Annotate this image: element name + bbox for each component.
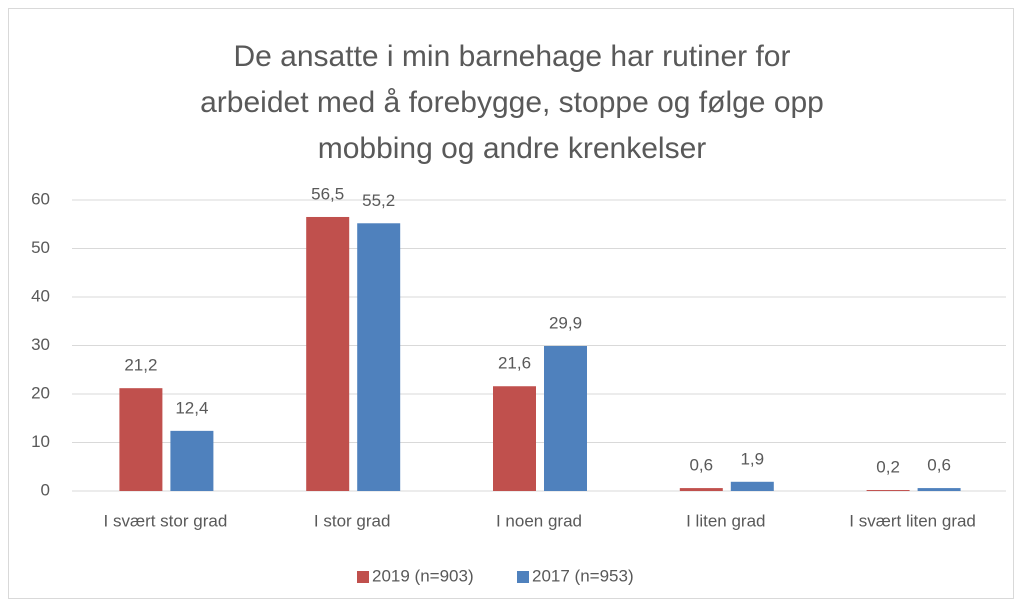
legend-label: 2019 (n=903) (372, 566, 474, 585)
bar (493, 386, 536, 491)
legend-swatch (357, 571, 369, 583)
x-tick-label: I svært liten grad (849, 511, 976, 530)
x-tick-label: I svært stor grad (104, 511, 228, 530)
y-tick-label: 50 (31, 238, 50, 257)
y-tick-label: 0 (41, 480, 50, 499)
legend-swatch (517, 571, 529, 583)
x-tick-label: I stor grad (314, 511, 391, 530)
bar (544, 345, 587, 491)
data-label: 0,6 (927, 456, 951, 475)
bar (917, 488, 961, 491)
y-tick-label: 40 (31, 286, 50, 305)
data-label: 55,2 (362, 191, 395, 210)
data-label: 1,9 (740, 449, 764, 468)
bar (170, 430, 214, 491)
y-tick-label: 60 (31, 189, 50, 208)
x-tick-label: I liten grad (686, 511, 765, 530)
chart-title: De ansatte i min barnehage har rutiner f… (200, 40, 824, 165)
legend-label: 2017 (n=953) (532, 566, 634, 585)
chart-border (8, 8, 1014, 599)
data-label: 12,4 (175, 398, 208, 417)
bar (866, 490, 910, 491)
x-tick-label: I noen grad (496, 511, 582, 530)
y-tick-label: 10 (31, 432, 50, 451)
data-label: 21,6 (498, 354, 531, 373)
y-tick-label: 30 (31, 335, 50, 354)
bar (119, 388, 163, 491)
y-tick-label: 20 (31, 383, 50, 402)
bar (679, 488, 723, 491)
bar (730, 481, 774, 491)
bar (306, 216, 350, 491)
data-label: 0,6 (689, 456, 713, 475)
bar (357, 223, 401, 491)
data-label: 0,2 (876, 458, 900, 477)
data-label: 56,5 (311, 184, 344, 203)
data-label: 21,2 (124, 356, 157, 375)
data-label: 29,9 (549, 313, 582, 332)
